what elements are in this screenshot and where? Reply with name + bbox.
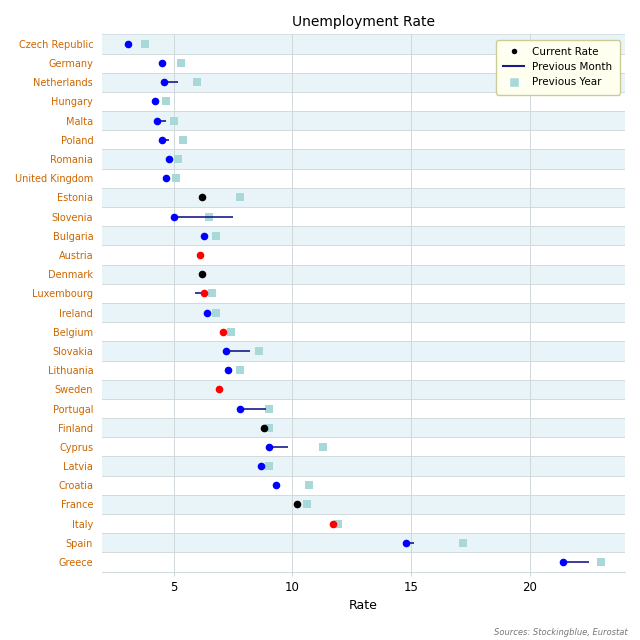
Bar	[102, 303, 625, 322]
Point	[140, 39, 150, 49]
Bar	[102, 360, 625, 380]
Point	[157, 135, 167, 145]
Bar	[102, 264, 625, 284]
Point	[271, 480, 281, 490]
Point	[161, 97, 172, 107]
Point	[124, 39, 134, 49]
Point	[157, 58, 167, 68]
Point	[235, 403, 245, 413]
Bar	[102, 188, 625, 207]
Point	[264, 403, 274, 413]
Point	[149, 97, 159, 107]
Bar	[102, 169, 625, 188]
Point	[218, 326, 228, 337]
Point	[197, 192, 207, 202]
Bar	[102, 131, 625, 150]
Bar	[102, 207, 625, 226]
Point	[257, 461, 267, 471]
X-axis label: Rate: Rate	[349, 599, 378, 612]
Bar	[102, 552, 625, 572]
Bar	[102, 456, 625, 476]
Bar	[102, 73, 625, 92]
Bar	[102, 111, 625, 131]
Point	[235, 192, 245, 202]
Point	[173, 154, 184, 164]
Bar	[102, 54, 625, 73]
Bar	[102, 245, 625, 264]
Point	[195, 250, 205, 260]
Point	[152, 116, 162, 126]
Point	[207, 288, 217, 298]
Legend: Current Rate, Previous Month, Previous Year: Current Rate, Previous Month, Previous Y…	[496, 40, 620, 95]
Bar	[102, 150, 625, 169]
Point	[199, 288, 209, 298]
Bar	[102, 533, 625, 552]
Point	[458, 538, 468, 548]
Point	[401, 538, 412, 548]
Point	[202, 307, 212, 317]
Bar	[102, 380, 625, 399]
Point	[161, 173, 172, 184]
Point	[292, 499, 302, 509]
Point	[259, 422, 269, 433]
Bar	[102, 92, 625, 111]
Point	[301, 499, 312, 509]
Point	[264, 461, 274, 471]
Point	[221, 346, 231, 356]
Point	[235, 365, 245, 375]
Point	[211, 230, 221, 241]
Point	[211, 307, 221, 317]
Bar	[102, 418, 625, 437]
Bar	[102, 226, 625, 245]
Bar	[102, 437, 625, 456]
Point	[168, 211, 179, 221]
Point	[199, 230, 209, 241]
Bar	[102, 514, 625, 533]
Point	[178, 135, 188, 145]
Point	[223, 365, 234, 375]
Bar	[102, 284, 625, 303]
Point	[197, 269, 207, 279]
Bar	[102, 399, 625, 418]
Title: Unemployment Rate: Unemployment Rate	[292, 15, 435, 29]
Point	[164, 154, 174, 164]
Point	[264, 422, 274, 433]
Point	[168, 116, 179, 126]
Bar	[102, 322, 625, 341]
Point	[596, 557, 606, 567]
Point	[254, 346, 264, 356]
Point	[332, 518, 342, 529]
Point	[318, 442, 328, 452]
Bar	[102, 35, 625, 54]
Point	[171, 173, 181, 184]
Point	[264, 442, 274, 452]
Point	[214, 384, 224, 394]
Text: Sources: Stockingblue, Eurostat: Sources: Stockingblue, Eurostat	[493, 628, 627, 637]
Point	[225, 326, 236, 337]
Point	[175, 58, 186, 68]
Point	[204, 211, 214, 221]
Point	[192, 77, 202, 88]
Point	[328, 518, 338, 529]
Point	[159, 77, 169, 88]
Point	[304, 480, 314, 490]
Bar	[102, 341, 625, 360]
Point	[558, 557, 568, 567]
Bar	[102, 476, 625, 495]
Bar	[102, 495, 625, 514]
